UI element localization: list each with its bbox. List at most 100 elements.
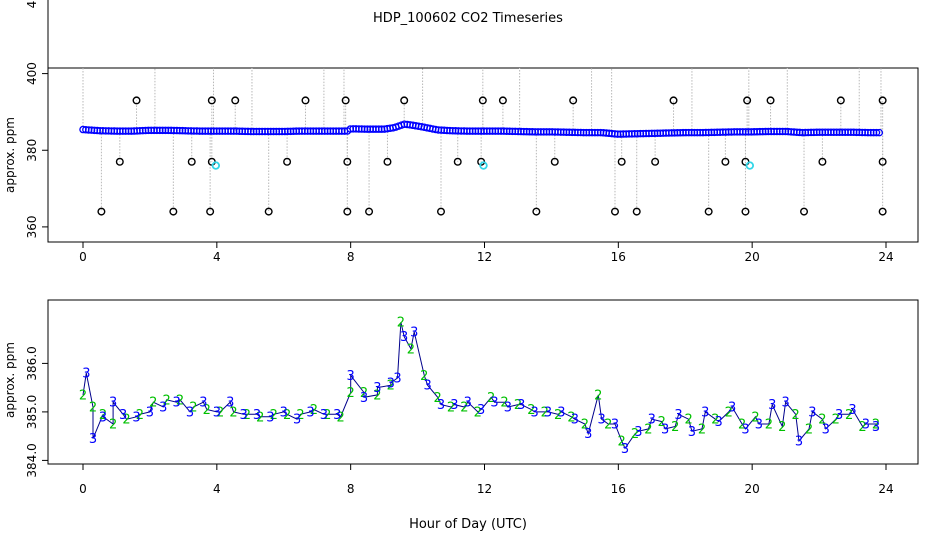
series-3-marker: 3 (490, 396, 498, 411)
series-3-marker: 3 (82, 367, 90, 382)
series-3-marker: 3 (822, 422, 830, 437)
series-2-marker: 2 (554, 408, 562, 423)
series-2-marker: 2 (407, 342, 415, 357)
series-3-marker: 3 (517, 398, 525, 413)
series-3-marker: 3 (674, 408, 682, 423)
series-2-marker: 2 (373, 388, 381, 403)
series-2-marker: 2 (684, 413, 692, 428)
series-3-marker: 3 (360, 391, 368, 406)
baseline-point (872, 128, 881, 137)
y-tick-label: 380 (25, 139, 39, 162)
series-3-marker: 3 (688, 425, 696, 440)
panel-top-baseline-points (79, 120, 884, 138)
series-2-marker: 2 (514, 398, 522, 413)
series-3-marker: 3 (89, 432, 97, 447)
series-3-marker: 3 (347, 369, 355, 384)
outlier-point (632, 207, 641, 216)
x-tick-label: 4 (213, 250, 221, 264)
series-3-marker: 3 (393, 371, 401, 386)
series-3-marker: 3 (648, 413, 656, 428)
series-3-marker: 3 (531, 405, 539, 420)
panel-top-x-axis: 0 4 8 12 16 20 24 (79, 241, 894, 264)
panel-bottom-y-label: approx. ppm (3, 342, 17, 418)
panel-bottom-trace-line (82, 322, 877, 450)
series-2-marker: 2 (122, 413, 130, 428)
series-2-marker: 2 (751, 410, 759, 425)
series-3-marker: 3 (862, 418, 870, 433)
series-2-marker: 2 (79, 388, 87, 403)
x-tick-label: 24 (878, 482, 893, 496)
series-2-marker: 2 (527, 403, 535, 418)
series-3-marker: 3 (333, 408, 341, 423)
series-3-marker: 3 (437, 398, 445, 413)
outlier-point (836, 96, 845, 105)
series-2-marker: 2 (658, 415, 666, 430)
series-3-marker: 3 (280, 405, 288, 420)
series-3-marker: 3 (146, 405, 154, 420)
outlier-point (453, 157, 462, 166)
series-3-marker: 3 (173, 396, 181, 411)
series-2-marker: 2 (323, 408, 331, 423)
series-2-marker: 2 (136, 408, 144, 423)
outlier-point (283, 157, 292, 166)
x-tick-label: 24 (878, 250, 893, 264)
series-2-marker: 2 (845, 408, 853, 423)
outlier-point (550, 157, 559, 166)
series-2-marker: 2 (872, 418, 880, 433)
series-3-marker: 3 (584, 427, 592, 442)
series-2-marker: 2 (581, 418, 589, 433)
y-tick-label: 384.0 (25, 443, 39, 477)
baseline-point (875, 128, 884, 137)
series-2-marker: 2 (738, 418, 746, 433)
outlier-point (115, 157, 124, 166)
series-3-marker: 3 (320, 408, 328, 423)
outlier-point (617, 157, 626, 166)
x-tick-label: 16 (611, 250, 626, 264)
series-3-marker: 3 (293, 413, 301, 428)
outlier-point (532, 207, 541, 216)
outlier-point (400, 96, 409, 105)
series-2-marker: 2 (858, 420, 866, 435)
series-2-marker: 2 (460, 401, 468, 416)
panel-top-spike-lines (82, 68, 884, 212)
series-3-marker: 3 (701, 405, 709, 420)
outlier-point (610, 207, 619, 216)
series-2-marker: 2 (832, 413, 840, 428)
series-3-marker: 3 (872, 420, 880, 435)
series-3-marker: 3 (477, 403, 485, 418)
series-3-marker: 3 (450, 398, 458, 413)
series-3-marker: 3 (661, 422, 669, 437)
series-3-marker: 3 (728, 401, 736, 416)
series-2-marker: 2 (360, 386, 368, 401)
series-2-marker: 2 (229, 405, 237, 420)
x-tick-label: 16 (611, 482, 626, 496)
series-2-marker: 2 (296, 408, 304, 423)
series-3-marker: 3 (132, 410, 140, 425)
outlier-point (878, 207, 887, 216)
series-2-marker: 2 (594, 388, 602, 403)
series-3-marker: 3 (621, 442, 629, 457)
highlight-point (211, 161, 221, 170)
outlier-point (818, 157, 827, 166)
series-2-marker: 2 (447, 401, 455, 416)
highlight-point (745, 161, 755, 170)
series-2-marker: 2 (725, 405, 733, 420)
series-2-marker: 2 (387, 379, 395, 394)
series-3-marker: 3 (544, 405, 552, 420)
series-2-marker: 2 (163, 393, 171, 408)
series-3-marker: 3 (597, 413, 605, 428)
series-3-marker: 3 (266, 410, 274, 425)
series-3-marker: 3 (464, 396, 472, 411)
series-3-marker: 3 (781, 396, 789, 411)
outlier-point (187, 157, 196, 166)
outlier-point (878, 157, 887, 166)
series-2-marker: 2 (243, 408, 251, 423)
outlier-point (766, 96, 775, 105)
series-2-marker: 2 (256, 410, 264, 425)
highlight-point (479, 161, 488, 170)
panel-bottom-frame (47, 299, 919, 465)
outlier-point (231, 96, 240, 105)
series-2-marker: 2 (216, 405, 224, 420)
